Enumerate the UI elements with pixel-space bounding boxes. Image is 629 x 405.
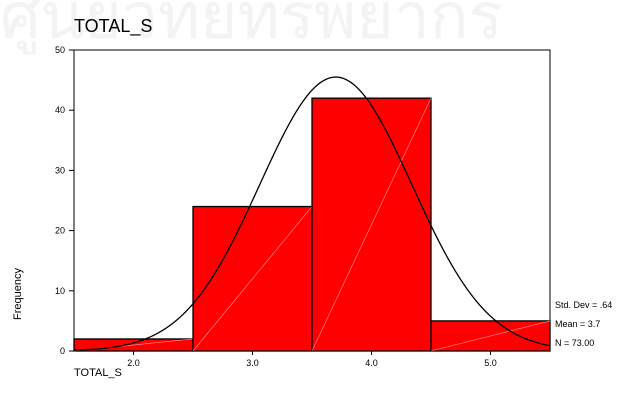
y-tick-label: 50 [55, 45, 65, 55]
y-tick-label: 10 [55, 286, 65, 296]
y-tick-label: 0 [60, 346, 65, 356]
x-axis-label: TOTAL_S [74, 367, 122, 379]
chart-title: TOTAL_S [74, 16, 152, 37]
x-tick-label: 5.0 [484, 358, 497, 368]
y-tick-label: 40 [55, 105, 65, 115]
stats-box: Std. Dev = .64 Mean = 3.7 N = 73.00 [555, 300, 612, 348]
bar-diagonal [192, 206, 313, 352]
y-axis: 0 10 20 30 40 50 [55, 45, 74, 356]
y-axis-label: Frequency [12, 268, 24, 320]
bar-diagonal [311, 98, 432, 352]
stat-n: N = 73.00 [555, 338, 594, 348]
x-tick-label: 2.0 [127, 358, 140, 368]
background-watermark: ศูนย์วิทยทรัพยากร [0, 0, 503, 55]
stat-std-dev: Std. Dev = .64 [555, 300, 612, 310]
y-tick-label: 20 [55, 226, 65, 236]
normal-curve [73, 76, 551, 351]
y-tick-label: 30 [55, 165, 65, 175]
x-axis: 2.0 3.0 4.0 5.0 [127, 351, 497, 368]
x-tick-label: 3.0 [246, 358, 259, 368]
bar-diagonal [430, 320, 551, 352]
bars-group [73, 97, 551, 352]
plot-area [73, 49, 551, 352]
x-tick-label: 4.0 [365, 358, 378, 368]
stat-mean: Mean = 3.7 [555, 319, 600, 329]
